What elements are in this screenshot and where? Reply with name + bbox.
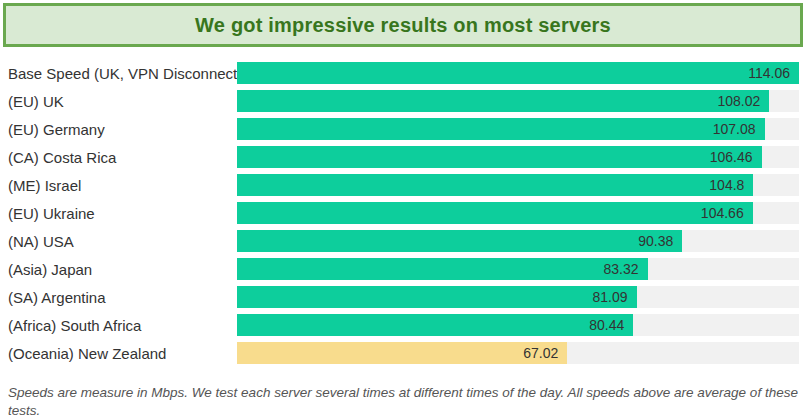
speed-bar: 83.32 bbox=[237, 258, 648, 280]
category-label: (EU) UK bbox=[0, 90, 237, 112]
bar-value-label: 106.46 bbox=[710, 149, 762, 165]
category-label: (SA) Argentina bbox=[0, 286, 237, 308]
bar-value-label: 83.32 bbox=[603, 261, 647, 277]
bar-track: 83.32 bbox=[237, 258, 799, 280]
category-label: (NA) USA bbox=[0, 230, 237, 252]
speed-bar: 104.66 bbox=[237, 202, 753, 224]
category-label: (EU) Germany bbox=[0, 118, 237, 140]
bar-track: 104.66 bbox=[237, 202, 799, 224]
speed-bar: 81.09 bbox=[237, 286, 637, 308]
speed-bar: 106.46 bbox=[237, 146, 762, 168]
bar-chart: Base Speed (UK, VPN Disconnected) 114.06 (… bbox=[0, 62, 806, 364]
chart-row: (NA) USA 90.38 bbox=[0, 230, 806, 252]
bar-track: 104.8 bbox=[237, 174, 799, 196]
bar-value-label: 107.08 bbox=[713, 121, 765, 137]
category-label: (Asia) Japan bbox=[0, 258, 237, 280]
category-label: (Africa) South Africa bbox=[0, 314, 237, 336]
speed-bar: 114.06 bbox=[237, 62, 799, 84]
chart-row: (EU) UK 108.02 bbox=[0, 90, 806, 112]
chart-row: (EU) Ukraine 104.66 bbox=[0, 202, 806, 224]
chart-footnote: Speeds are measure in Mbps. We test each… bbox=[0, 384, 806, 420]
chart-row: (CA) Costa Rica 106.46 bbox=[0, 146, 806, 168]
chart-row: (Oceania) New Zealand 67.02 bbox=[0, 342, 806, 364]
bar-value-label: 80.44 bbox=[589, 317, 633, 333]
bar-track: 107.08 bbox=[237, 118, 799, 140]
chart-row: (Asia) Japan 83.32 bbox=[0, 258, 806, 280]
chart-row: (Africa) South Africa 80.44 bbox=[0, 314, 806, 336]
bar-track: 108.02 bbox=[237, 90, 799, 112]
speed-bar: 90.38 bbox=[237, 230, 682, 252]
chart-title-box: We got impressive results on most server… bbox=[3, 3, 803, 47]
bar-track: 114.06 bbox=[237, 62, 799, 84]
chart-row: Base Speed (UK, VPN Disconnected) 114.06 bbox=[0, 62, 806, 84]
bar-track: 80.44 bbox=[237, 314, 799, 336]
bar-track: 67.02 bbox=[237, 342, 799, 364]
bar-value-label: 108.02 bbox=[717, 93, 769, 109]
bar-value-label: 114.06 bbox=[748, 65, 799, 81]
chart-row: (ME) Israel 104.8 bbox=[0, 174, 806, 196]
bar-value-label: 104.8 bbox=[709, 177, 753, 193]
bar-track: 106.46 bbox=[237, 146, 799, 168]
chart-row: (SA) Argentina 81.09 bbox=[0, 286, 806, 308]
speed-bar: 108.02 bbox=[237, 90, 769, 112]
bar-value-label: 90.38 bbox=[638, 233, 682, 249]
speed-bar: 80.44 bbox=[237, 314, 633, 336]
category-label: (CA) Costa Rica bbox=[0, 146, 237, 168]
page-title: We got impressive results on most server… bbox=[195, 14, 611, 37]
speed-bar: 104.8 bbox=[237, 174, 753, 196]
bar-value-label: 67.02 bbox=[523, 345, 567, 361]
category-label: Base Speed (UK, VPN Disconnected) bbox=[0, 62, 237, 84]
category-label: (Oceania) New Zealand bbox=[0, 342, 237, 364]
bar-track: 90.38 bbox=[237, 230, 799, 252]
bar-value-label: 104.66 bbox=[701, 205, 753, 221]
category-label: (ME) Israel bbox=[0, 174, 237, 196]
speed-bar: 107.08 bbox=[237, 118, 765, 140]
bar-track: 81.09 bbox=[237, 286, 799, 308]
speed-bar: 67.02 bbox=[237, 342, 567, 364]
category-label: (EU) Ukraine bbox=[0, 202, 237, 224]
chart-row: (EU) Germany 107.08 bbox=[0, 118, 806, 140]
bar-value-label: 81.09 bbox=[593, 289, 637, 305]
